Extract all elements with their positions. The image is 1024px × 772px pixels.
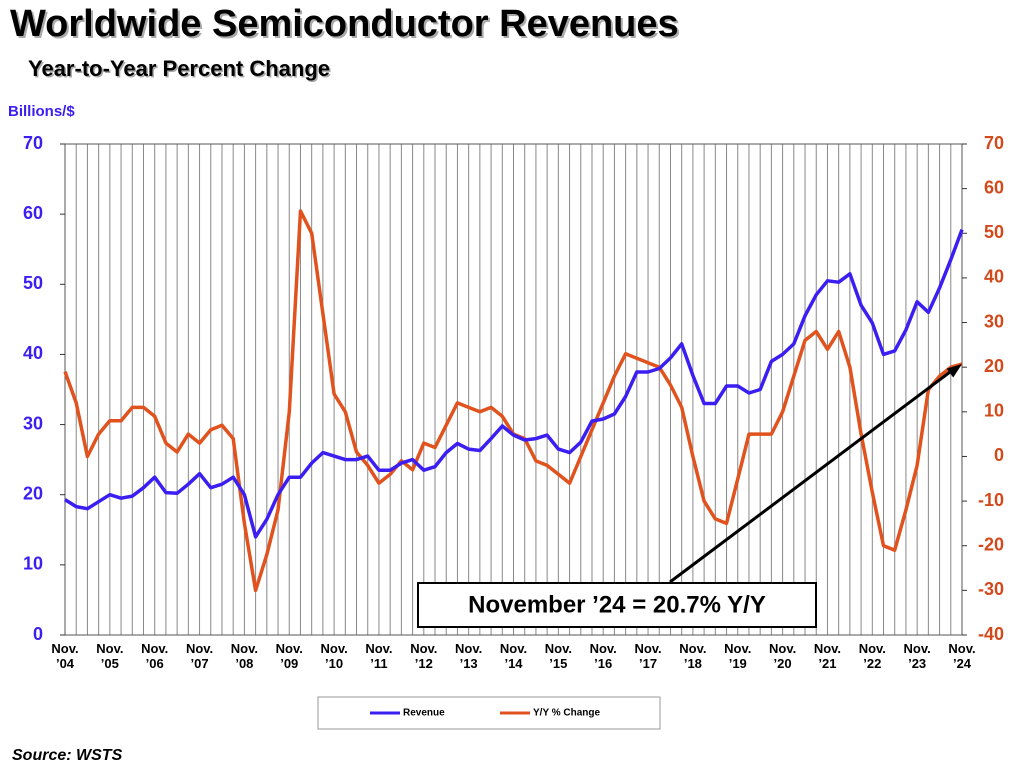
x-tick-label: Nov. ’05 [96,641,124,671]
y2-tick-label: 10 [984,401,1004,421]
x-tick-label: Nov. ’24 [948,641,976,671]
y-tick-label: 50 [23,273,43,293]
y2-tick-label: 40 [984,267,1004,287]
chart-subtitle: Year-to-Year Percent Change [28,56,330,81]
x-tick-label: Nov. ’13 [455,641,483,671]
x-tick-label: Nov. ’22 [858,641,886,671]
x-tick-label: Nov. ’11 [365,641,393,671]
x-tick-label: Nov. ’23 [903,641,931,671]
chart-subtitle-shadow: Year-to-Year Percent Change [30,57,332,82]
x-tick-label: Nov. ’12 [410,641,438,671]
x-tick-label: Nov. ’10 [320,641,348,671]
series-line [64,228,964,539]
y2-tick-label: 70 [984,133,1004,153]
x-tick-label: Nov. ’06 [141,641,169,671]
x-tick-label: Nov. ’17 [634,641,662,671]
y2-tick-label: -40 [978,624,1004,644]
y2-tick-label: 0 [994,445,1004,465]
x-tick-label: Nov. ’20 [768,641,797,671]
y-tick-label: 10 [23,554,43,574]
x-tick-label: Nov. ’19 [724,641,752,671]
y-tick-label: 40 [23,343,43,363]
legend-label: Y/Y % Change [533,708,600,719]
x-tick-label: Nov. ’16 [589,641,617,671]
x-tick-label: Nov. ’08 [230,641,258,671]
y-tick-label: 70 [23,133,43,153]
annotation-text: November ’24 = 20.7% Y/Y [468,591,766,618]
y-tick-label: 0 [33,624,43,644]
y-axis-label: Billions/$ [8,103,75,120]
chart-title: Worldwide Semiconductor Revenues [10,3,679,45]
annotation-arrowhead [946,364,962,378]
x-tick-label: Nov. ’07 [185,641,214,671]
y2-tick-label: 50 [984,222,1004,242]
x-tick-label: Nov. ’14 [499,641,528,671]
y2-tick-label: -20 [978,534,1004,554]
y-tick-label: 20 [23,483,43,503]
plot-frame [64,143,963,636]
x-tick-label: Nov. ’15 [544,641,572,671]
y2-tick-label: -10 [978,490,1004,510]
legend-box [317,696,661,730]
x-tick-label: Nov. ’21 [813,641,842,671]
chart-title-shadow: Worldwide Semiconductor Revenues [12,5,681,47]
annotation-arrow [669,367,955,584]
x-tick-label: Nov. ’04 [51,641,79,671]
y-tick-label: 60 [23,203,43,223]
x-tick-label: Nov. ’18 [679,641,707,671]
y-tick-label: 30 [23,413,43,433]
legend-label: Revenue [403,708,445,719]
y2-tick-label: 20 [984,356,1004,376]
y2-tick-label: 30 [984,311,1004,331]
annotation-box [417,582,817,628]
y2-tick-label: -30 [978,579,1004,599]
source: Source: WSTS [12,747,123,764]
y2-tick-label: 60 [984,177,1004,197]
x-tick-label: Nov. ’09 [275,641,303,671]
